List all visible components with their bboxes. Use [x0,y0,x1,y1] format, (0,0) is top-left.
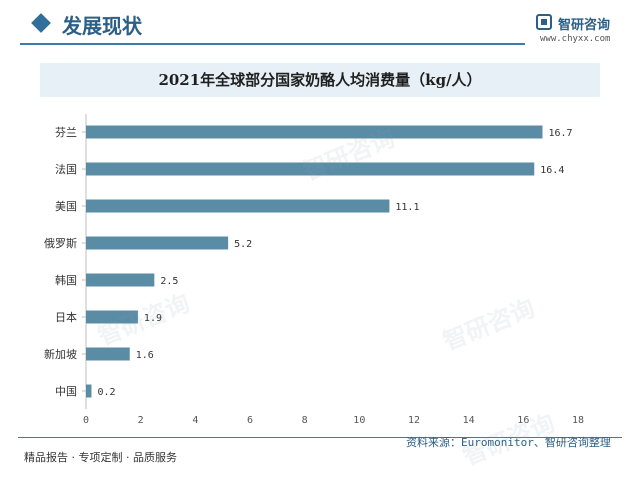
bar [86,199,390,213]
category-label: 新加坡 [44,347,77,361]
brand-url: www.chyxx.com [540,34,611,44]
value-label: 2.5 [160,276,178,287]
x-tick-label: 18 [572,415,584,426]
x-tick-label: 0 [83,415,89,426]
logo-icon [536,14,552,30]
x-tick-label: 8 [302,415,308,426]
value-label: 5.2 [234,239,252,250]
value-label: 0.2 [97,387,115,398]
x-tick-label: 4 [192,415,198,426]
bar [86,125,543,139]
x-tick-label: 10 [353,415,365,426]
x-tick-label: 12 [408,415,420,426]
bar [86,347,130,361]
header-divider [20,43,525,45]
x-tick-label: 16 [517,415,529,426]
header: 发展现状 智研咨询 www.chyxx.com [0,0,640,56]
category-label: 韩国 [55,273,77,287]
category-label: 中国 [55,385,77,398]
category-label: 法国 [55,162,77,176]
brand: 智研咨询 www.chyxx.com [536,14,632,50]
footer-tagline: 精品报告 · 专项定制 · 品质服务 [24,451,177,464]
footer-divider [18,437,622,438]
bar [86,310,138,324]
chart-title-band: 2021年全球部分国家奶酪人均消费量（kg/人） [40,63,600,97]
category-label: 美国 [55,200,77,213]
bar [86,162,535,176]
source-note: 资料来源：Euromonitor、智研咨询整理 [406,436,611,449]
category-label: 芬兰 [55,126,77,139]
value-label: 11.1 [395,202,419,213]
value-label: 1.9 [144,313,162,324]
bar [86,273,155,287]
value-label: 16.4 [540,165,564,176]
bar [86,384,92,398]
value-label: 1.6 [136,350,154,361]
x-tick-label: 2 [138,415,144,426]
brand-name: 智研咨询 [558,18,611,33]
bar [86,236,229,250]
section-title: 发展现状 [62,14,142,38]
x-tick-label: 14 [463,415,475,426]
x-tick-label: 6 [247,415,253,426]
chart-title: 2021年全球部分国家奶酪人均消费量（kg/人） [158,71,482,89]
category-label: 日本 [55,310,77,324]
value-label: 16.7 [548,128,572,139]
category-label: 俄罗斯 [44,237,77,250]
